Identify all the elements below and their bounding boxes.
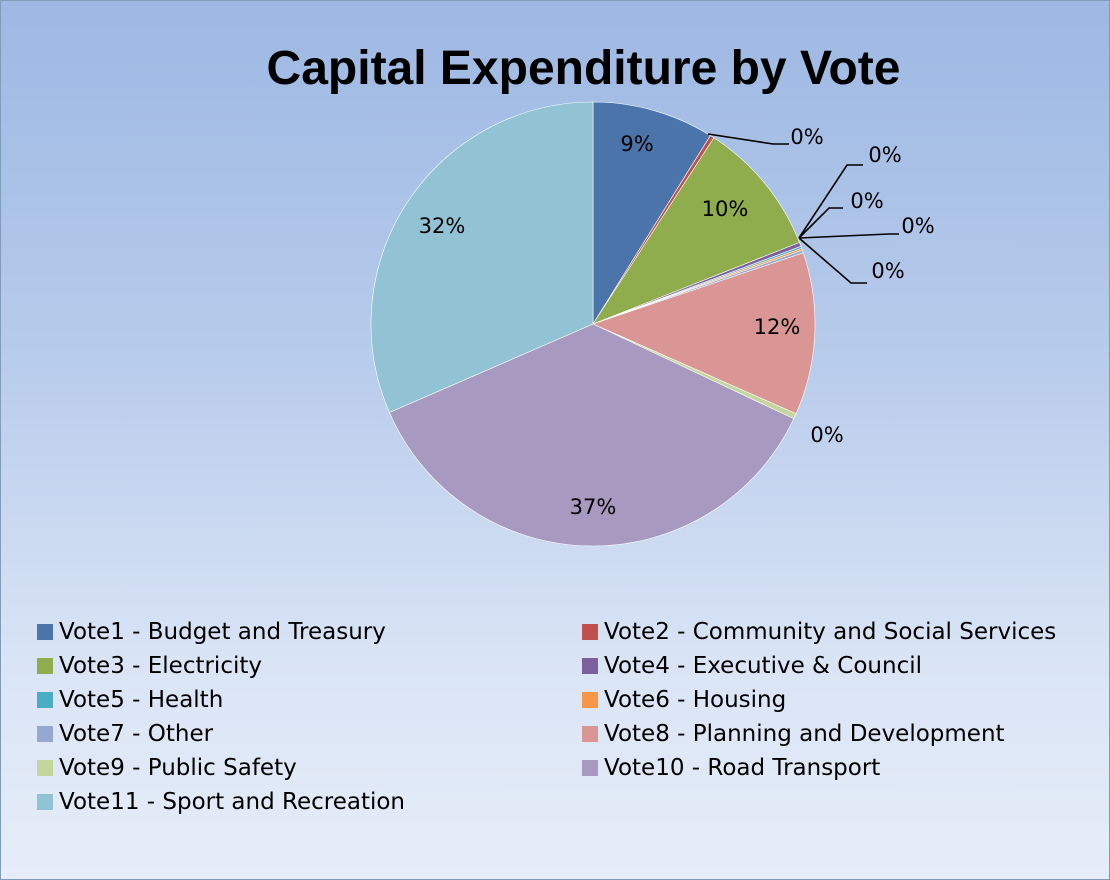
legend-label: Vote5 - Health xyxy=(59,687,224,713)
legend-swatch xyxy=(582,692,598,708)
legend-label: Vote9 - Public Safety xyxy=(59,755,297,781)
legend-item: Vote3 - Electricity xyxy=(37,649,582,683)
legend-label: Vote11 - Sport and Recreation xyxy=(59,789,406,815)
leader-line xyxy=(707,133,789,145)
legend-item: Vote1 - Budget and Treasury xyxy=(37,615,582,649)
leader-line xyxy=(798,237,867,284)
data-label: 0% xyxy=(850,189,883,213)
legend-label: Vote2 - Community and Social Services xyxy=(604,619,1057,645)
legend-swatch xyxy=(37,726,53,742)
legend-label: Vote6 - Housing xyxy=(604,687,787,713)
chart-title: Capital Expenditure by Vote xyxy=(266,42,901,95)
legend-item: Vote6 - Housing xyxy=(582,683,1102,717)
legend-item: Vote5 - Health xyxy=(37,683,582,717)
data-label: 0% xyxy=(871,259,904,283)
pie-chart: 9% 0% 10% 0% 0% 0% 0% 12% 0% 37% 32% xyxy=(370,101,935,547)
data-label: 37% xyxy=(570,495,617,519)
legend-item: Vote4 - Executive & Council xyxy=(582,649,1102,683)
legend-item: Vote11 - Sport and Recreation xyxy=(37,785,582,819)
legend-label: Vote8 - Planning and Development xyxy=(604,721,1005,747)
legend-swatch xyxy=(37,658,53,674)
pie-slice xyxy=(592,252,816,415)
legend-label: Vote4 - Executive & Council xyxy=(604,653,922,679)
legend-swatch xyxy=(37,624,53,640)
legend-item: Vote8 - Planning and Development xyxy=(582,717,1102,751)
legend-label: Vote3 - Electricity xyxy=(59,653,262,679)
legend-item: Vote7 - Other xyxy=(37,717,582,751)
legend-item: Vote10 - Road Transport xyxy=(582,751,1102,785)
legend-swatch xyxy=(37,692,53,708)
pie-slice xyxy=(389,323,795,547)
legend-swatch xyxy=(37,794,53,810)
legend-item: Vote9 - Public Safety xyxy=(37,751,582,785)
legend-swatch xyxy=(582,658,598,674)
pie-slice xyxy=(592,137,800,325)
legend-label: Vote7 - Other xyxy=(59,721,214,747)
data-label: 0% xyxy=(901,214,934,238)
legend-swatch xyxy=(582,624,598,640)
data-label: 0% xyxy=(868,143,901,167)
legend-swatch xyxy=(582,726,598,742)
data-label: 9% xyxy=(620,132,653,156)
legend-swatch xyxy=(582,760,598,776)
data-label: 10% xyxy=(702,197,749,221)
leader-line xyxy=(798,233,899,239)
data-label: 32% xyxy=(419,214,466,238)
data-label: 12% xyxy=(754,315,801,339)
legend-label: Vote1 - Budget and Treasury xyxy=(59,619,386,645)
pie-slice xyxy=(370,101,594,413)
legend: Vote1 - Budget and Treasury Vote2 - Commu… xyxy=(37,615,1107,819)
legend-label: Vote10 - Road Transport xyxy=(604,755,881,781)
legend-item: Vote2 - Community and Social Services xyxy=(582,615,1102,649)
data-label: 0% xyxy=(810,423,843,447)
leader-line xyxy=(798,207,843,239)
leader-line xyxy=(798,164,863,239)
data-label: 0% xyxy=(790,125,823,149)
pie-slice xyxy=(592,101,711,326)
legend-swatch xyxy=(37,760,53,776)
